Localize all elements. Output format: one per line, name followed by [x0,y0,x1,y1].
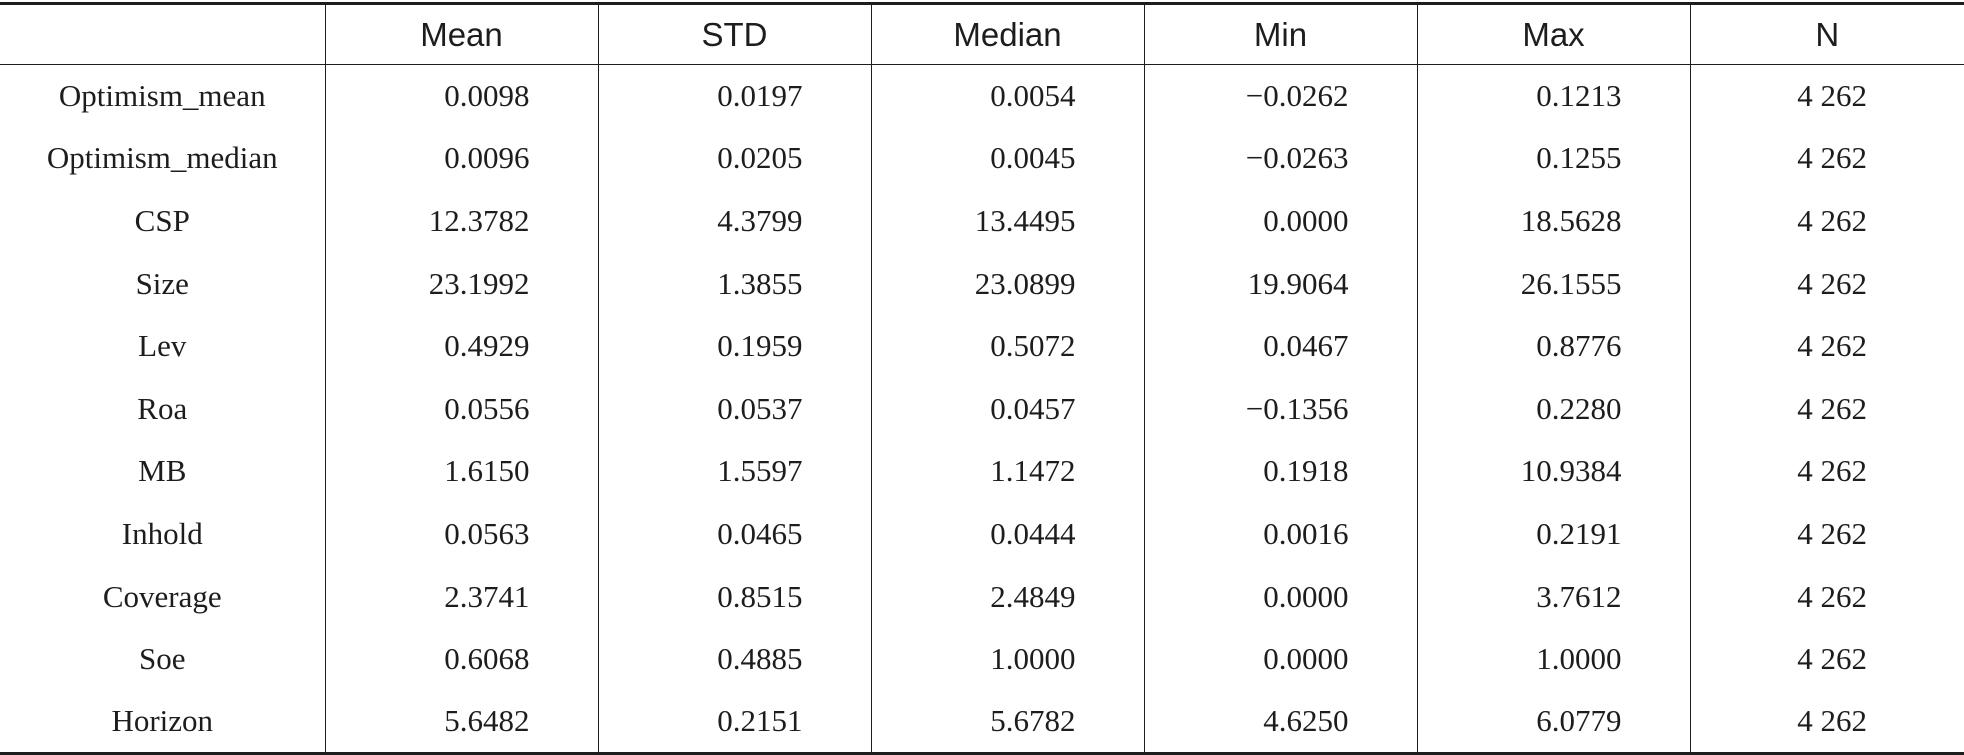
table-cell: 0.0444 [870,502,1144,566]
table-cell: −0.0262 [1143,64,1417,128]
table-cell: 1.1472 [870,440,1144,503]
table-cell: 0.0197 [597,64,871,128]
table-cell: 0.0098 [324,64,598,128]
table-cell: 0.4929 [324,314,598,378]
table-cell: 12.3782 [324,189,598,253]
table-cell: 0.0045 [870,127,1144,190]
table-cell: 4 262 [1689,690,1964,755]
table-cell: 0.8776 [1416,314,1690,378]
header-cell-stub [0,2,325,65]
table-cell: 0.8515 [597,565,871,628]
table-cell: 1.0000 [1416,627,1690,691]
table-cell: 0.0054 [870,64,1144,128]
header-cell-std: STD [597,2,871,65]
table-cell: 23.1992 [324,252,598,315]
table-cell: 0.0556 [324,377,598,441]
table-cell: 0.1255 [1416,127,1690,190]
header-cell-max: Max [1416,2,1690,65]
table-cell: 5.6482 [324,690,598,755]
table-cell: 0.0000 [1143,189,1417,253]
table-cell: 4 262 [1689,189,1964,253]
table-cell: 4 262 [1689,127,1964,190]
row-label: CSP [134,202,190,238]
table-cell: 13.4495 [870,189,1144,253]
table-cell: 4 262 [1689,377,1964,441]
table-row: Size 23.1992 1.3855 23.0899 19.9064 26.1555 4 … [0,252,1964,315]
table-cell: 0.4885 [597,627,871,691]
table-cell: 0.2191 [1416,502,1690,566]
row-label: Optimism_median [46,140,278,176]
table-cell: 4 262 [1689,565,1964,628]
header-row: Mean STD Median Min Max N [0,2,1964,65]
table-cell: 0.0205 [597,127,871,190]
table-cell: 0.2280 [1416,377,1690,441]
table-cell: 0.0096 [324,127,598,190]
table-cell: 5.6782 [870,690,1144,755]
row-label: Inhold [121,515,203,551]
table-cell: 4 262 [1689,627,1964,691]
table-cell: −0.0263 [1143,127,1417,190]
table-cell: 0.1918 [1143,440,1417,503]
table-cell: 4.6250 [1143,690,1417,755]
table-cell: 3.7612 [1416,565,1690,628]
header-cell-n: N [1689,2,1964,65]
table-cell: 1.5597 [597,440,871,503]
table-cell: 10.9384 [1416,440,1690,503]
row-label: Optimism_mean [58,78,266,114]
table-cell: 0.1959 [597,314,871,378]
row-label: Coverage [102,578,222,614]
table-body: Optimism_mean 0.0098 0.0197 0.0054 −0.0262 0.… [0,64,1964,755]
table-cell: 23.0899 [870,252,1144,315]
table-cell: 26.1555 [1416,252,1690,315]
header-cell-min: Min [1143,2,1417,65]
table-cell: 0.0537 [597,377,871,441]
table-cell: 19.9064 [1143,252,1417,315]
table-row: Optimism_mean 0.0098 0.0197 0.0054 −0.0262 0.… [0,64,1964,128]
table-row: CSP 12.3782 4.3799 13.4495 0.0000 18.5628 4 26… [0,189,1964,253]
table-cell: 0.0465 [597,502,871,566]
table-cell: 4 262 [1689,440,1964,503]
table-header: Mean STD Median Min Max N [0,2,1964,65]
row-label: MB [138,453,187,489]
table-row: Optimism_median 0.0096 0.0205 0.0045 −0.0263… [0,127,1964,190]
table-cell: 2.3741 [324,565,598,628]
header-cell-mean: Mean [324,2,598,65]
table-cell: 4 262 [1689,64,1964,128]
table-cell: 1.0000 [870,627,1144,691]
table-row: Coverage 2.3741 0.8515 2.4849 0.0000 3.7612 4 … [0,565,1964,628]
table-row: Soe 0.6068 0.4885 1.0000 0.0000 1.0000 4 262 [0,627,1964,691]
row-label: Soe [139,641,186,677]
table-row: Roa 0.0556 0.0537 0.0457 −0.1356 0.2280 4 262 [0,377,1964,441]
table-cell: 0.0016 [1143,502,1417,566]
table-cell: 4 262 [1689,314,1964,378]
table-cell: 0.0563 [324,502,598,566]
table-cell: 1.3855 [597,252,871,315]
row-label: Horizon [0,690,325,755]
table-row: MB 1.6150 1.5597 1.1472 0.1918 10.9384 4 262 [0,440,1964,503]
table-cell: 0.0000 [1143,627,1417,691]
table-cell: −0.1356 [1143,377,1417,441]
table-cell: 4.3799 [597,189,871,253]
table-cell: 0.0457 [870,377,1144,441]
table-cell: 0.2151 [597,690,871,755]
table-row: Horizon 5.6482 0.2151 5.6782 4.6250 6.0779 4 2… [0,690,1964,755]
table-cell: 18.5628 [1416,189,1690,253]
table-cell: 0.6068 [324,627,598,691]
row-label: Size [135,265,189,301]
table-cell: 0.0000 [1143,565,1417,628]
table-cell: 4 262 [1689,252,1964,315]
table-row: Lev 0.4929 0.1959 0.5072 0.0467 0.8776 4 262 [0,314,1964,378]
table-cell: 6.0779 [1416,690,1690,755]
table-row: Inhold 0.0563 0.0465 0.0444 0.0016 0.2191 4 26… [0,502,1964,566]
table-cell: 0.1213 [1416,64,1690,128]
table-cell: 1.6150 [324,440,598,503]
table-cell: 0.5072 [870,314,1144,378]
header-cell-median: Median [870,2,1144,65]
table-cell: 2.4849 [870,565,1144,628]
row-label: Lev [138,328,187,364]
table-cell: 0.0467 [1143,314,1417,378]
row-label: Roa [137,390,188,426]
table-cell: 4 262 [1689,502,1964,566]
